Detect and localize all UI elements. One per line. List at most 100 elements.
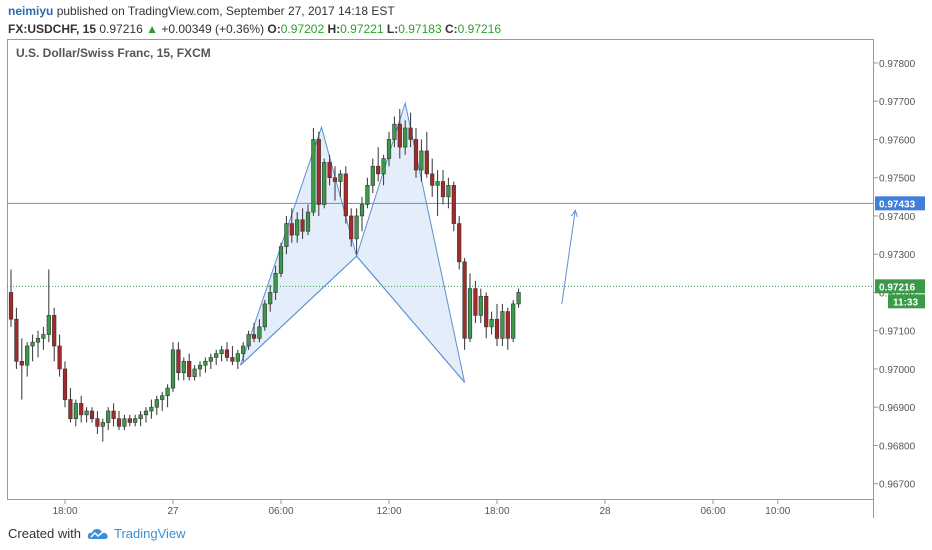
candle-body bbox=[359, 204, 365, 217]
candle-body bbox=[143, 410, 149, 416]
y-tick-label: 0.97600 bbox=[879, 135, 916, 146]
price-change: +0.00349 (+0.36%) bbox=[161, 22, 265, 36]
last-price: 0.97216 bbox=[99, 22, 143, 36]
y-tick-label: 0.97700 bbox=[879, 97, 916, 108]
last-price-badge-label: 0.97216 bbox=[879, 282, 916, 293]
candle-body bbox=[343, 173, 348, 217]
candle-body bbox=[268, 292, 273, 305]
candle-body bbox=[354, 215, 359, 240]
open-value: 0.97202 bbox=[280, 22, 325, 36]
candle-body bbox=[165, 387, 170, 397]
candle-body bbox=[192, 368, 197, 377]
candle-body bbox=[505, 311, 510, 339]
candle-body bbox=[138, 414, 143, 419]
candle-body bbox=[14, 318, 19, 362]
y-tick-label: 0.97500 bbox=[879, 174, 916, 185]
y-tick-label: 0.97000 bbox=[879, 365, 916, 376]
candle-body bbox=[8, 292, 14, 320]
candle-body bbox=[305, 211, 311, 232]
candle-body bbox=[246, 334, 251, 347]
published-text: published on TradingView.com, September … bbox=[56, 4, 395, 18]
candle-body bbox=[289, 223, 294, 236]
open-label: O: bbox=[267, 22, 281, 36]
candle-body bbox=[381, 158, 386, 175]
x-tick-label: 18:00 bbox=[52, 506, 77, 517]
x-tick-label: 28 bbox=[599, 506, 611, 517]
candle-body bbox=[73, 403, 78, 419]
symbol-label: FX:USDCHF, 15 bbox=[8, 22, 97, 36]
candle-body bbox=[338, 173, 343, 182]
up-arrow-icon: ▲ bbox=[146, 22, 158, 36]
candle-body bbox=[257, 326, 262, 339]
y-tick-label: 0.96900 bbox=[879, 403, 916, 414]
candle-body bbox=[111, 410, 116, 419]
tradingview-brand[interactable]: TradingView bbox=[87, 524, 186, 544]
cloud-icon bbox=[87, 529, 108, 539]
brand-label: TradingView bbox=[113, 526, 186, 541]
y-tick-label: 0.96800 bbox=[879, 441, 916, 452]
candle-body bbox=[516, 292, 521, 305]
candle-body bbox=[295, 219, 300, 236]
candle-body bbox=[230, 357, 235, 362]
x-axis-ticks: 18:00 27 06:00 12:00 18:00 28 06:00 10:00 bbox=[52, 499, 791, 517]
candle-body bbox=[408, 127, 413, 140]
candle-body bbox=[68, 399, 73, 419]
candle-body bbox=[187, 360, 192, 377]
projection-arrow-line bbox=[561, 210, 576, 304]
candle-body bbox=[30, 341, 35, 347]
candle-body bbox=[241, 345, 246, 354]
candle-body bbox=[154, 399, 159, 408]
candle-body bbox=[494, 318, 500, 339]
x-tick-label: 06:00 bbox=[700, 506, 725, 517]
resistance-badge bbox=[875, 196, 925, 211]
candle-body bbox=[327, 162, 332, 178]
candle-body bbox=[311, 139, 316, 213]
candle-body bbox=[122, 418, 127, 427]
candle-body bbox=[430, 173, 435, 186]
y-tick-label: 0.97200 bbox=[879, 288, 916, 299]
candle-body bbox=[160, 395, 165, 400]
candle-body bbox=[413, 139, 419, 171]
candle-body bbox=[349, 215, 354, 240]
x-tick-label: 18:00 bbox=[484, 506, 509, 517]
candle-body bbox=[41, 334, 46, 339]
countdown-badge bbox=[888, 294, 925, 309]
author-name[interactable]: neimiyu bbox=[8, 4, 54, 18]
low-value: 0.97183 bbox=[398, 22, 442, 36]
candle-body bbox=[435, 181, 440, 186]
x-tick-label: 27 bbox=[167, 506, 179, 517]
candle-body bbox=[35, 338, 41, 343]
y-tick-label: 0.97400 bbox=[879, 212, 916, 223]
candle-body bbox=[84, 410, 89, 416]
candle-body bbox=[376, 165, 381, 175]
high-value: 0.97221 bbox=[340, 22, 384, 36]
candle-body bbox=[462, 261, 467, 339]
y-tick-label: 0.97100 bbox=[879, 327, 916, 338]
candle-body bbox=[370, 165, 375, 186]
close-label: C: bbox=[444, 22, 458, 36]
y-tick-label: 0.97300 bbox=[879, 250, 916, 261]
candle-body bbox=[451, 185, 456, 224]
candle-body bbox=[262, 303, 267, 328]
chart-header: neimiyu published on TradingView.com, Se… bbox=[8, 2, 501, 38]
candle-body bbox=[316, 139, 321, 205]
candle-body bbox=[224, 349, 230, 358]
candle-body bbox=[133, 418, 138, 423]
countdown-badge-label: 11:33 bbox=[893, 297, 918, 308]
candle-body bbox=[278, 246, 284, 274]
candle-body bbox=[332, 177, 338, 182]
x-tick-label: 10:00 bbox=[765, 506, 790, 517]
candle-body bbox=[95, 418, 100, 427]
candle-body bbox=[478, 295, 483, 316]
y-axis-ticks: 0.97800 0.97700 0.97600 0.97500 0.97400 0.973… bbox=[873, 59, 916, 491]
y-tick-label: 0.97800 bbox=[879, 59, 916, 70]
candle-body bbox=[467, 288, 473, 339]
candle-body bbox=[300, 219, 305, 232]
candle-body bbox=[440, 181, 446, 198]
candle-body bbox=[219, 349, 224, 354]
projection-arrow-head bbox=[570, 209, 578, 218]
price-badges: 0.97433 0.97216 11:33 bbox=[875, 196, 925, 309]
footer: Created with TradingView bbox=[8, 524, 186, 544]
candle-body bbox=[149, 406, 154, 412]
